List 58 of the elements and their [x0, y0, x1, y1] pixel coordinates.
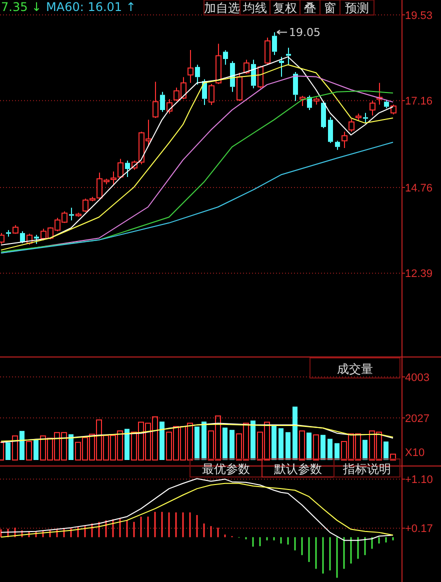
- bar: [272, 426, 276, 460]
- annotation: 预测: [345, 1, 369, 15]
- line-series: [0, 142, 394, 254]
- bar: [68, 434, 74, 460]
- y-tick-label: 14.76: [405, 182, 433, 194]
- y-tick-label: 12.39: [405, 268, 433, 280]
- bar: [292, 406, 298, 460]
- bar: [26, 441, 32, 460]
- bar: [6, 442, 10, 460]
- annotation: 7.35 ↓: [1, 0, 42, 14]
- candlestick: [160, 91, 165, 112]
- text: X10: [405, 447, 425, 459]
- annotation: MA60: 16.01 ↑: [46, 0, 136, 14]
- bar: [313, 434, 319, 460]
- bar: [384, 442, 388, 460]
- bar: [250, 420, 256, 460]
- bar: [20, 430, 24, 460]
- y-tick-label: 2027: [405, 412, 430, 425]
- annotation: 均线: [242, 1, 267, 15]
- bar: [202, 422, 206, 460]
- bar: [278, 428, 284, 460]
- annotation: 叠: [304, 1, 316, 15]
- annotation: 默认参数: [273, 462, 322, 476]
- bar: [334, 443, 340, 460]
- y-tick-label: +0.17: [405, 523, 433, 536]
- annotation: 成交量: [337, 362, 373, 376]
- bar: [230, 430, 234, 460]
- bar: [362, 440, 368, 460]
- candlestick: [188, 49, 194, 84]
- bar: [160, 422, 164, 460]
- bar: [34, 440, 38, 460]
- annotation: 复权: [273, 1, 297, 15]
- bar: [194, 426, 200, 460]
- annotation: 最优参数: [202, 462, 250, 476]
- candlestick: [272, 32, 277, 56]
- annotation: 指标说明: [342, 462, 391, 476]
- candlestick: [363, 112, 368, 124]
- y-tick-label: 4003: [405, 372, 430, 384]
- candlestick: [69, 207, 74, 221]
- bar: [222, 428, 228, 460]
- bar: [12, 435, 18, 460]
- bar: [124, 428, 130, 460]
- annotation: 19.05: [289, 26, 320, 40]
- candlestick: [251, 59, 256, 89]
- bar: [320, 434, 326, 460]
- y-tick-label: 19.53: [405, 10, 433, 22]
- candlestick: [335, 140, 340, 150]
- y-tick-label: 17.16: [405, 96, 433, 108]
- bar: [390, 454, 396, 460]
- bar: [306, 432, 312, 460]
- bar: [299, 430, 305, 460]
- candlestick: [328, 116, 333, 144]
- candlestick: [293, 72, 298, 102]
- bar: [328, 438, 332, 460]
- y-tick-label: +1.10: [405, 474, 433, 486]
- annotation: 窗: [324, 1, 336, 15]
- bar: [286, 432, 290, 460]
- candlestick: [230, 60, 235, 92]
